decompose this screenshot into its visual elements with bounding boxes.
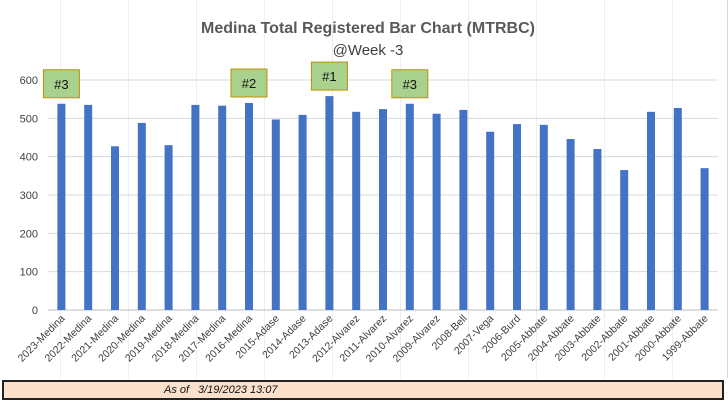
y-tick-label: 400 <box>20 152 38 164</box>
bar <box>459 109 468 311</box>
y-axis-ticks: 0 100 200 300 400 500 600 <box>20 75 38 317</box>
bar <box>405 103 414 311</box>
rank-badge <box>230 68 268 98</box>
sheet-column-line <box>264 0 265 378</box>
sheet-column-line <box>536 0 537 378</box>
chart-frame: Medina Total Registered Bar Chart (MTRBC… <box>15 0 728 378</box>
rank-badge <box>391 69 429 99</box>
y-tick-label: 300 <box>20 190 38 202</box>
bar <box>245 103 253 310</box>
sheet-column-line <box>672 0 673 378</box>
y-tick-label: 0 <box>32 305 38 317</box>
bar <box>673 107 682 310</box>
as-of-footer: As of 3/19/2023 13:07 <box>2 380 724 400</box>
sheet-column-line <box>128 0 129 378</box>
bar <box>191 104 200 311</box>
bar <box>57 103 66 311</box>
as-of-label: As of <box>164 384 190 396</box>
bar <box>137 122 146 310</box>
rank-badge <box>42 69 80 99</box>
y-tick-label: 200 <box>20 228 38 240</box>
rank-badge-label: #2 <box>242 76 256 91</box>
y-tick-label: 600 <box>20 75 38 87</box>
as-of-timestamp: 3/19/2023 13:07 <box>198 384 278 396</box>
bar <box>566 139 575 310</box>
bar <box>513 124 521 310</box>
rank-badge-label: #3 <box>54 77 68 92</box>
rank-badge-label: #3 <box>403 77 417 92</box>
bar <box>379 109 387 310</box>
bar <box>298 114 307 310</box>
bar <box>84 104 93 311</box>
bar-chart: Medina Total Registered Bar Chart (MTRBC… <box>16 20 718 365</box>
bar <box>271 119 280 310</box>
bar <box>218 105 227 310</box>
chart-title: Medina Total Registered Bar Chart (MTRBC… <box>201 20 535 37</box>
bar <box>539 124 548 310</box>
sheet-column-line <box>604 0 605 378</box>
bars <box>57 96 709 311</box>
bar <box>593 149 602 310</box>
rank-badge <box>310 61 348 91</box>
sheet-column-line <box>400 0 401 378</box>
chart-subtitle: @Week -3 <box>333 42 404 59</box>
bar <box>164 145 173 310</box>
bar <box>352 111 361 310</box>
y-tick-label: 100 <box>20 267 38 279</box>
rank-badge-label: #1 <box>322 69 336 84</box>
bar <box>325 96 334 310</box>
bar <box>700 168 709 310</box>
bar <box>111 146 119 310</box>
bar <box>647 111 655 310</box>
y-tick-label: 500 <box>20 113 38 125</box>
sheet-column-line <box>468 0 469 378</box>
bar <box>486 131 495 310</box>
bar <box>620 170 629 310</box>
x-axis-ticks: 2023-Medina2022-Medina2021-Medina2020-Me… <box>16 313 711 365</box>
rank-annotations: #3 #2 #1 #3 <box>42 61 429 99</box>
bar <box>432 113 441 310</box>
